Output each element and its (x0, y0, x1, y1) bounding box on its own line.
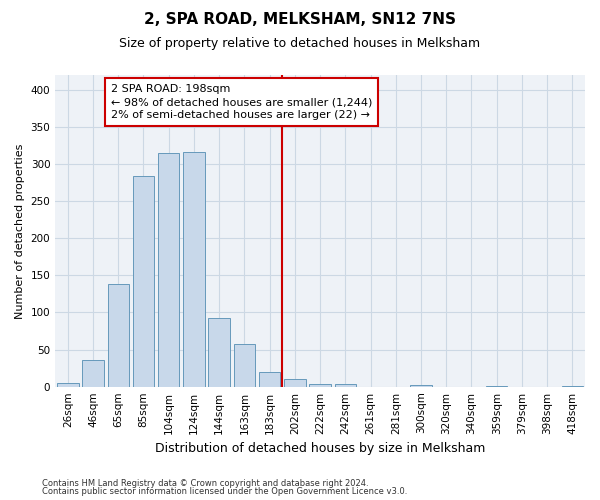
Bar (107, 284, 129, 386)
Bar (233, 344, 255, 386)
X-axis label: Distribution of detached houses by size in Melksham: Distribution of detached houses by size … (155, 442, 485, 455)
Text: 2, SPA ROAD, MELKSHAM, SN12 7NS: 2, SPA ROAD, MELKSHAM, SN12 7NS (144, 12, 456, 28)
Text: Contains public sector information licensed under the Open Government Licence v3: Contains public sector information licen… (42, 487, 407, 496)
Bar (158, 153, 179, 386)
Text: 2 SPA ROAD: 198sqm
← 98% of detached houses are smaller (1,244)
2% of semi-detac: 2 SPA ROAD: 198sqm ← 98% of detached hou… (110, 84, 372, 120)
Bar (208, 318, 230, 386)
Bar (410, 385, 432, 386)
Bar (310, 384, 331, 386)
Bar (133, 176, 154, 386)
Bar (82, 360, 104, 386)
Bar (57, 383, 79, 386)
Bar (259, 372, 280, 386)
Bar (284, 380, 305, 386)
Bar (183, 152, 205, 386)
Bar (335, 384, 356, 386)
Text: Contains HM Land Registry data © Crown copyright and database right 2024.: Contains HM Land Registry data © Crown c… (42, 478, 368, 488)
Y-axis label: Number of detached properties: Number of detached properties (15, 143, 25, 318)
Text: Size of property relative to detached houses in Melksham: Size of property relative to detached ho… (119, 38, 481, 51)
